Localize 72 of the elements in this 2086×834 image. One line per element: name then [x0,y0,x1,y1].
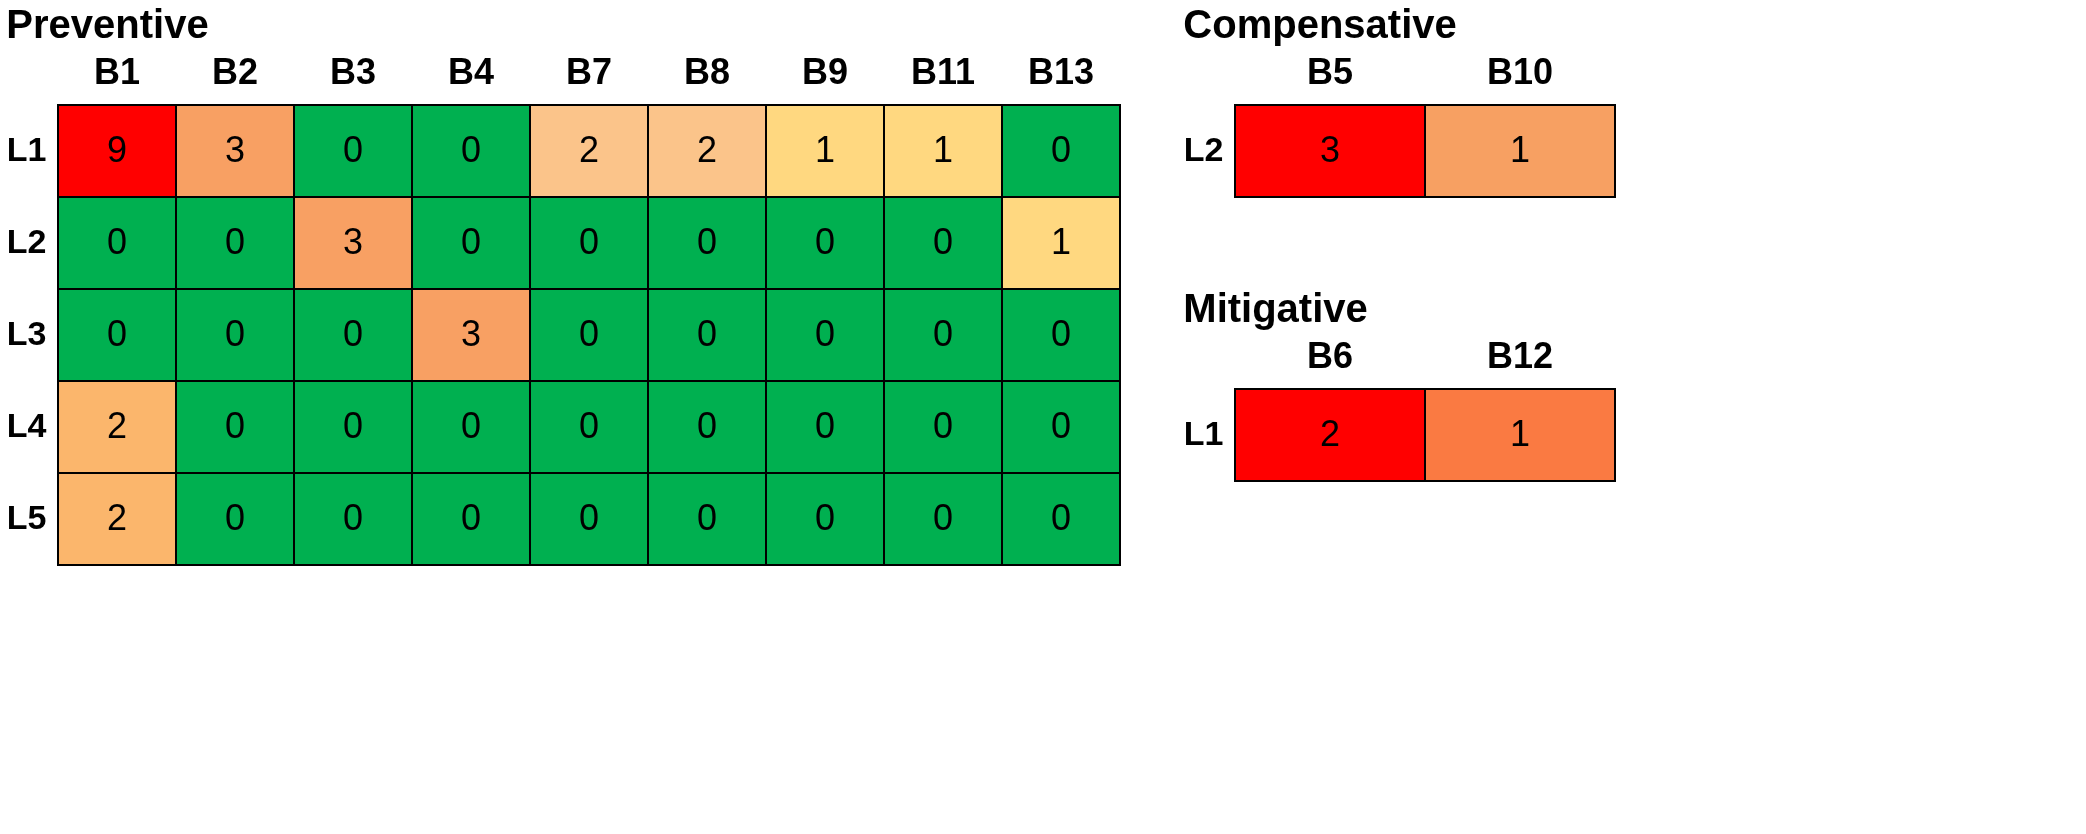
x-tick-label: B3 [329,50,377,92]
data-label: 0 [814,221,836,262]
data-label: 0 [1050,405,1072,446]
data-label: 0 [342,313,364,354]
y-tick-label: L1 [6,130,47,168]
data-label: 0 [696,405,718,446]
data-label: 3 [224,129,246,170]
y-tick-label: L2 [1183,130,1224,168]
x-tick-label: B10 [1486,50,1554,92]
data-label: 2 [696,129,718,170]
x-tick-label: B12 [1486,334,1554,376]
data-label: 0 [932,497,954,538]
data-label: 0 [1050,313,1072,354]
data-label: 0 [224,405,246,446]
data-label: 0 [814,405,836,446]
data-label: 0 [106,313,128,354]
data-label: 1 [814,129,836,170]
data-label: 0 [460,129,482,170]
x-tick-label: B13 [1027,50,1095,92]
data-label: 2 [106,405,128,446]
data-label: 0 [1050,129,1072,170]
data-label: 2 [1319,413,1341,454]
y-tick-label: L2 [6,222,47,260]
data-label: 2 [106,497,128,538]
data-label: 1 [1509,129,1531,170]
data-label: 0 [342,129,364,170]
data-label: 0 [224,497,246,538]
data-label: 0 [578,405,600,446]
data-label: 0 [460,497,482,538]
data-label: 0 [696,221,718,262]
data-label: 9 [106,129,128,170]
data-label: 1 [932,129,954,170]
data-label: 0 [342,497,364,538]
data-label: 0 [578,221,600,262]
y-tick-label: L5 [6,498,47,536]
x-tick-label: B1 [93,50,141,92]
data-label: 0 [814,313,836,354]
data-label: 3 [460,313,482,354]
x-tick-label: B2 [211,50,259,92]
x-tick-label: B6 [1306,334,1354,376]
data-label: 1 [1050,221,1072,262]
data-label: 0 [224,221,246,262]
x-tick-label: B7 [565,50,613,92]
x-tick-label: B11 [910,50,976,92]
data-label: 0 [1050,497,1072,538]
data-label: 0 [814,497,836,538]
chart-title: Mitigative [1183,286,1368,330]
data-label: 0 [342,405,364,446]
data-label: 0 [224,313,246,354]
data-label: 3 [1319,129,1341,170]
data-label: 0 [932,221,954,262]
x-tick-label: B8 [683,50,731,92]
data-label: 3 [342,221,364,262]
data-label: 1 [1509,413,1531,454]
y-tick-label: L3 [6,314,47,352]
chart-title: Preventive [6,2,209,46]
x-tick-label: B9 [801,50,849,92]
x-tick-label: B5 [1306,50,1354,92]
data-label: 0 [696,313,718,354]
data-label: 0 [578,497,600,538]
x-tick-label: B4 [447,50,495,92]
data-label: 0 [460,405,482,446]
chart-title: Compensative [1183,2,1457,46]
data-label: 0 [106,221,128,262]
data-label: 0 [696,497,718,538]
y-tick-label: L1 [1183,414,1224,452]
data-label: 2 [578,129,600,170]
data-label: 0 [460,221,482,262]
data-label: 0 [578,313,600,354]
y-tick-label: L4 [6,406,47,444]
data-label: 0 [932,405,954,446]
data-label: 0 [932,313,954,354]
